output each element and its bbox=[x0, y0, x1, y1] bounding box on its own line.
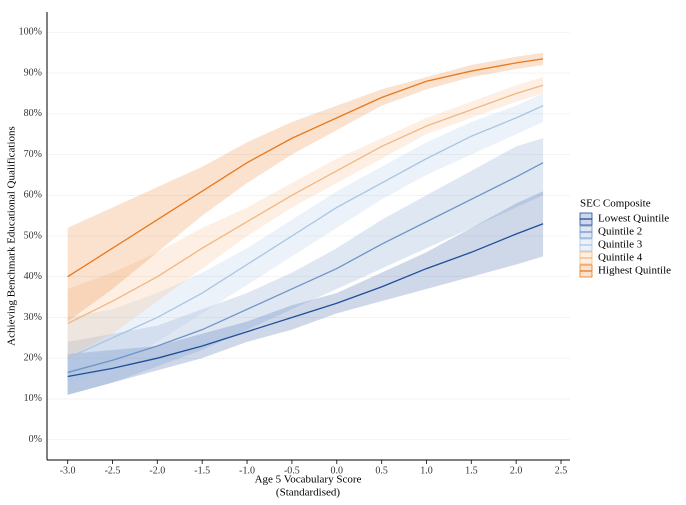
y-tick-label: 50% bbox=[24, 230, 42, 241]
x-tick-label: 1.5 bbox=[465, 465, 478, 476]
y-tick-label: 60% bbox=[24, 190, 42, 201]
y-tick-label: 70% bbox=[24, 149, 42, 160]
x-tick-label: 2.5 bbox=[555, 465, 568, 476]
y-tick-label: 20% bbox=[24, 352, 42, 363]
x-tick-label: -2.0 bbox=[149, 465, 165, 476]
legend-title: SEC Composite bbox=[580, 198, 651, 210]
y-tick-label: 90% bbox=[24, 67, 42, 78]
confidence-ribbon bbox=[67, 93, 544, 387]
line bbox=[67, 58, 544, 278]
x-tick-label: -2.5 bbox=[105, 465, 121, 476]
legend-label: Quintile 4 bbox=[598, 252, 643, 264]
x-tick-label: -1.0 bbox=[239, 465, 255, 476]
x-tick-label: 0.5 bbox=[375, 465, 388, 476]
line bbox=[67, 223, 544, 378]
line bbox=[67, 105, 544, 359]
confidence-ribbon bbox=[67, 77, 544, 359]
x-tick-label: -0.5 bbox=[284, 465, 300, 476]
confidence-ribbon bbox=[67, 52, 544, 322]
y-tick-label: 80% bbox=[24, 108, 42, 119]
y-tick-label: 0% bbox=[29, 434, 42, 445]
x-tick-label: -1.5 bbox=[194, 465, 210, 476]
line bbox=[67, 162, 544, 374]
y-tick-label: 100% bbox=[19, 27, 42, 38]
y-axis-title: Achieving Benchmark Educational Qualific… bbox=[6, 126, 18, 346]
legend-label: Highest Quintile bbox=[598, 265, 671, 277]
confidence-ribbon bbox=[67, 138, 544, 395]
x-axis-title: Age 5 Vocabulary Score bbox=[255, 474, 362, 486]
legend-label: Quintile 2 bbox=[598, 226, 642, 238]
y-tick-label: 10% bbox=[24, 393, 42, 404]
x-tick-label: 2.0 bbox=[510, 465, 523, 476]
confidence-ribbon bbox=[67, 191, 544, 395]
x-tick-label: 0.0 bbox=[331, 465, 344, 476]
x-tick-label: 1.0 bbox=[420, 465, 433, 476]
y-tick-label: 40% bbox=[24, 271, 42, 282]
x-axis-title: (Standardised) bbox=[276, 487, 340, 499]
legend-label: Quintile 3 bbox=[598, 239, 643, 251]
line bbox=[67, 84, 544, 325]
legend-label: Lowest Quintile bbox=[598, 213, 669, 225]
x-tick-label: -3.0 bbox=[60, 465, 76, 476]
y-tick-label: 30% bbox=[24, 312, 42, 323]
